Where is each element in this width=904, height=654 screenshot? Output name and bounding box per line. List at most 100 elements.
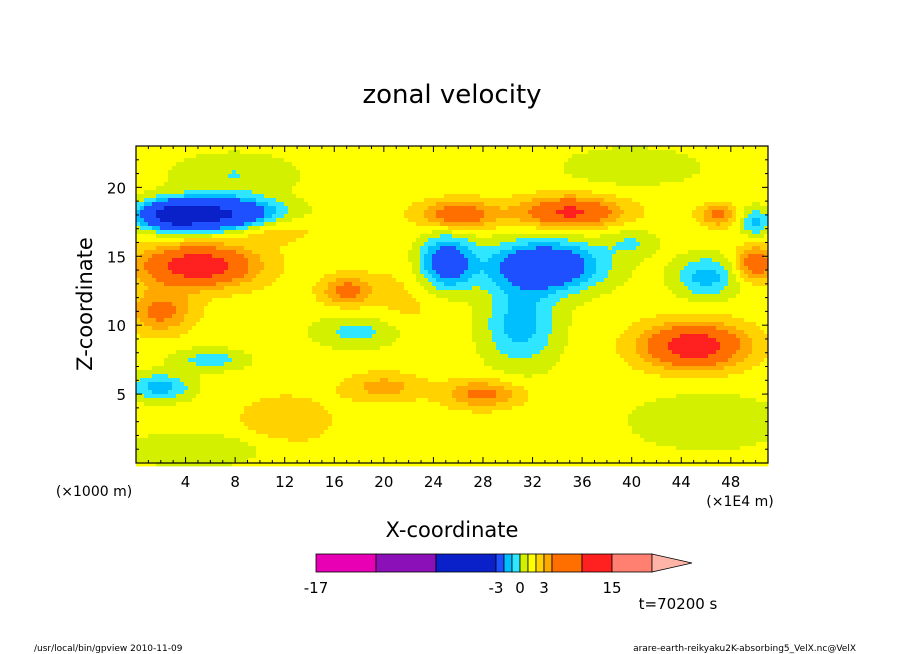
field-cell: [160, 170, 164, 174]
field-cell: [376, 186, 380, 190]
field-cell: [448, 254, 452, 258]
field-cell: [660, 150, 664, 154]
field-cell: [740, 158, 744, 162]
field-cell: [488, 146, 492, 150]
field-cell: [616, 170, 620, 174]
field-cell: [724, 150, 728, 154]
field-cell: [136, 270, 140, 274]
field-cell: [248, 238, 252, 242]
field-cell: [212, 262, 216, 266]
field-cell: [324, 174, 328, 178]
field-cell: [484, 190, 488, 194]
field-cell: [520, 218, 524, 222]
field-cell: [572, 190, 576, 194]
field-cell: [320, 222, 324, 226]
field-cell: [676, 194, 680, 198]
field-cell: [220, 146, 224, 150]
field-cell: [216, 198, 220, 202]
field-cell: [592, 250, 596, 254]
field-cell: [700, 230, 704, 234]
field-cell: [696, 218, 700, 222]
field-cell: [400, 166, 404, 170]
field-cell: [284, 206, 288, 210]
field-cell: [456, 230, 460, 234]
field-cell: [360, 226, 364, 230]
field-cell: [280, 234, 284, 238]
field-cell: [208, 174, 212, 178]
field-cell: [260, 158, 264, 162]
field-cell: [340, 250, 344, 254]
field-cell: [384, 210, 388, 214]
field-cell: [360, 270, 364, 274]
field-cell: [140, 242, 144, 246]
field-cell: [544, 198, 548, 202]
field-cell: [688, 146, 692, 150]
field-cell: [432, 186, 436, 190]
field-cell: [396, 210, 400, 214]
field-cell: [484, 234, 488, 238]
field-cell: [256, 174, 260, 178]
field-cell: [448, 270, 452, 274]
field-cell: [684, 254, 688, 258]
field-cell: [176, 154, 180, 158]
field-cell: [604, 238, 608, 242]
field-cell: [732, 150, 736, 154]
field-cell: [456, 210, 460, 214]
field-cell: [680, 242, 684, 246]
field-cell: [384, 150, 388, 154]
field-cell: [392, 234, 396, 238]
field-cell: [628, 162, 632, 166]
field-cell: [696, 230, 700, 234]
field-cell: [532, 238, 536, 242]
field-cell: [620, 162, 624, 166]
field-cell: [552, 170, 556, 174]
field-cell: [308, 202, 312, 206]
field-cell: [680, 186, 684, 190]
field-cell: [736, 178, 740, 182]
field-cell: [188, 222, 192, 226]
field-cell: [316, 146, 320, 150]
field-cell: [412, 194, 416, 198]
field-cell: [580, 254, 584, 258]
field-cell: [160, 218, 164, 222]
field-cell: [288, 266, 292, 270]
field-cell: [336, 246, 340, 250]
field-cell: [732, 182, 736, 186]
field-cell: [280, 174, 284, 178]
field-cell: [368, 214, 372, 218]
field-cell: [232, 170, 236, 174]
field-cell: [364, 250, 368, 254]
field-cell: [248, 246, 252, 250]
field-cell: [540, 202, 544, 206]
field-cell: [344, 178, 348, 182]
field-cell: [576, 166, 580, 170]
field-cell: [612, 162, 616, 166]
field-cell: [512, 182, 516, 186]
field-cell: [396, 178, 400, 182]
field-cell: [600, 234, 604, 238]
field-cell: [672, 266, 676, 270]
field-cell: [584, 150, 588, 154]
field-cell: [592, 266, 596, 270]
field-cell: [560, 218, 564, 222]
field-cell: [488, 166, 492, 170]
field-cell: [536, 234, 540, 238]
field-cell: [644, 226, 648, 230]
field-cell: [584, 166, 588, 170]
field-cell: [496, 154, 500, 158]
field-cell: [428, 186, 432, 190]
field-cell: [520, 178, 524, 182]
field-cell: [460, 206, 464, 210]
field-cell: [236, 198, 240, 202]
field-cell: [668, 178, 672, 182]
field-cell: [708, 166, 712, 170]
field-cell: [392, 214, 396, 218]
field-cell: [392, 206, 396, 210]
field-cell: [720, 194, 724, 198]
field-cell: [400, 222, 404, 226]
field-cell: [480, 254, 484, 258]
field-cell: [192, 270, 196, 274]
field-cell: [168, 222, 172, 226]
field-cell: [320, 182, 324, 186]
field-cell: [664, 234, 668, 238]
